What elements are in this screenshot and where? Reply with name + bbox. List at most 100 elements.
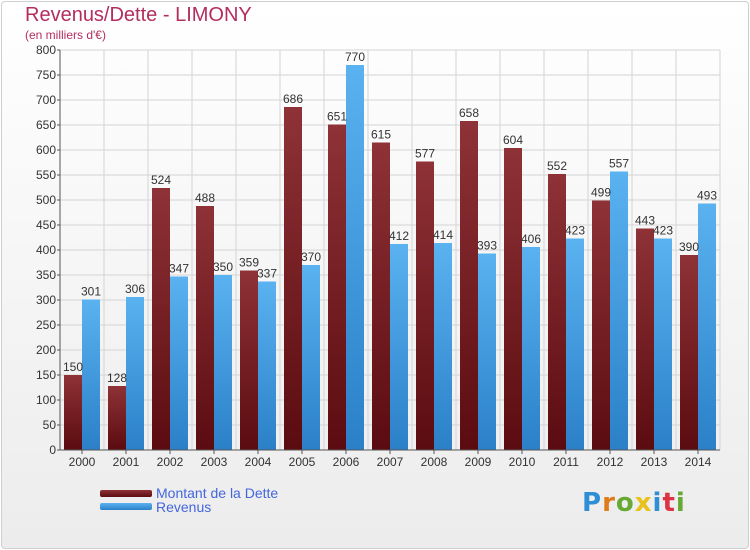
y-tick-label: 650	[36, 118, 56, 132]
bar-revenus	[522, 247, 540, 450]
bar-revenus	[346, 65, 364, 450]
bar-debt	[328, 124, 346, 450]
chart-subtitle: (en milliers d'€)	[25, 28, 106, 42]
data-label-debt: 359	[239, 256, 259, 270]
bar-revenus	[82, 299, 100, 450]
bar-revenus	[214, 275, 232, 450]
bar-debt	[64, 375, 82, 450]
y-tick-label: 450	[36, 218, 56, 232]
bar-debt	[680, 255, 698, 450]
bar-debt	[108, 386, 126, 450]
data-label-debt: 443	[635, 214, 655, 228]
bar-revenus	[478, 253, 496, 450]
y-tick-label: 300	[36, 293, 56, 307]
bar-debt	[504, 148, 522, 450]
y-tick-label: 700	[36, 93, 56, 107]
x-tick-label: 2001	[113, 455, 140, 469]
axes: 0 50 100 150 200 250 300 350 400 450 500 550 600 650 7…	[36, 43, 720, 469]
x-tick-label: 2007	[377, 455, 404, 469]
bar-revenus	[390, 244, 408, 450]
data-label-debt: 658	[459, 106, 479, 120]
y-tick-label: 600	[36, 143, 56, 157]
data-label-debt: 552	[547, 159, 567, 173]
bar-revenus	[170, 276, 188, 450]
x-tick-label: 2008	[421, 455, 448, 469]
data-label-revenus: 414	[433, 228, 453, 242]
x-tick-label: 2002	[157, 455, 184, 469]
data-label-debt: 390	[679, 240, 699, 254]
data-label-revenus: 406	[521, 232, 541, 246]
data-label-debt: 577	[415, 147, 435, 161]
bar-debt	[240, 270, 258, 450]
data-label-revenus: 393	[477, 239, 497, 253]
y-tick-label: 100	[36, 393, 56, 407]
data-label-debt: 150	[63, 360, 83, 374]
y-tick-label: 150	[36, 368, 56, 382]
bar-debt	[548, 174, 566, 450]
data-label-revenus: 370	[301, 250, 321, 264]
bar-debt	[636, 228, 654, 450]
data-label-debt: 524	[151, 173, 171, 187]
legend-label-debt: Montant de la Dette	[156, 485, 279, 501]
x-tick-label: 2000	[69, 455, 96, 469]
x-tick-label: 2012	[597, 455, 624, 469]
y-tick-label: 800	[36, 43, 56, 57]
data-label-revenus: 557	[609, 157, 629, 171]
x-tick-label: 2014	[685, 455, 712, 469]
data-label-revenus: 306	[125, 282, 145, 296]
y-tick-label: 550	[36, 168, 56, 182]
y-tick-label: 200	[36, 343, 56, 357]
data-label-revenus: 301	[81, 285, 101, 299]
legend-label-revenus: Revenus	[156, 499, 212, 515]
y-tick-label: 350	[36, 268, 56, 282]
bar-debt	[460, 121, 478, 450]
proxiti-logo: Proxiti	[582, 488, 686, 518]
bar-debt	[196, 206, 214, 450]
bar-debt	[152, 188, 170, 450]
bar-revenus	[258, 281, 276, 450]
bar-revenus	[654, 238, 672, 450]
y-tick-label: 50	[43, 418, 57, 432]
bar-revenus	[610, 171, 628, 450]
x-tick-label: 2010	[509, 455, 536, 469]
bar-debt	[416, 161, 434, 450]
x-tick-label: 2004	[245, 455, 272, 469]
legend-swatch-revenus	[100, 503, 152, 510]
x-tick-label: 2009	[465, 455, 492, 469]
data-label-revenus: 423	[653, 224, 673, 238]
y-tick-label: 250	[36, 318, 56, 332]
x-tick-label: 2003	[201, 455, 228, 469]
data-label-debt: 128	[107, 371, 127, 385]
data-label-debt: 615	[371, 128, 391, 142]
x-tick-label: 2006	[333, 455, 360, 469]
y-tick-label: 500	[36, 193, 56, 207]
bar-debt	[592, 200, 610, 450]
data-label-debt: 488	[195, 191, 215, 205]
data-label-revenus: 337	[257, 267, 277, 281]
bar-revenus	[698, 203, 716, 450]
data-label-debt: 604	[503, 133, 523, 147]
data-label-revenus: 347	[169, 262, 189, 276]
bars	[64, 65, 716, 450]
legend-swatch-debt	[100, 490, 152, 497]
x-tick-label: 2013	[641, 455, 668, 469]
data-label-revenus: 412	[389, 229, 409, 243]
x-tick-label: 2011	[553, 455, 579, 469]
data-label-revenus: 493	[697, 189, 717, 203]
bar-debt	[284, 107, 302, 450]
data-label-debt: 499	[591, 186, 611, 200]
bar-revenus	[434, 243, 452, 450]
data-label-debt: 651	[327, 110, 347, 124]
y-tick-label: 750	[36, 68, 56, 82]
data-label-debt: 686	[283, 92, 303, 106]
y-tick-label: 400	[36, 243, 56, 257]
data-label-revenus: 770	[345, 50, 365, 64]
bar-debt	[372, 142, 390, 450]
y-tick-label: 0	[49, 443, 56, 457]
data-label-revenus: 350	[213, 260, 233, 274]
bar-revenus	[566, 238, 584, 450]
x-tick-label: 2005	[289, 455, 316, 469]
chart-title: Revenus/Dette - LIMONY	[25, 4, 252, 26]
